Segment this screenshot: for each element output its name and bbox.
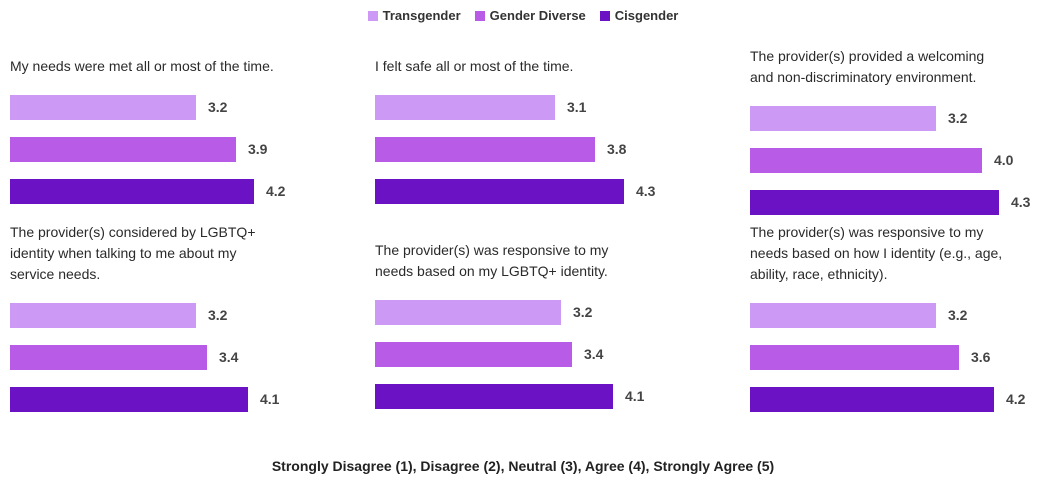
bar-transgender xyxy=(750,106,936,131)
bar-cisgender xyxy=(375,384,613,409)
legend-label-transgender: Transgender xyxy=(382,8,461,23)
bar-gender-diverse xyxy=(750,345,959,370)
value-label: 4.3 xyxy=(1011,194,1031,210)
legend-swatch-cisgender xyxy=(599,10,610,21)
bar-transgender xyxy=(10,95,196,120)
value-label: 3.6 xyxy=(971,349,991,365)
legend-item-gender-diverse: Gender Diverse xyxy=(474,8,586,23)
value-label: 3.2 xyxy=(573,304,593,320)
value-label: 4.3 xyxy=(636,183,656,199)
value-label: 3.2 xyxy=(208,307,228,323)
chart-panel: The provider(s) was responsive to my nee… xyxy=(750,222,1046,422)
value-label: 4.2 xyxy=(1006,391,1026,407)
bar-gender-diverse xyxy=(375,137,595,162)
bar-cisgender xyxy=(10,179,254,204)
legend-label-cisgender: Cisgender xyxy=(614,8,679,23)
bar-transgender xyxy=(10,303,196,328)
bar-gender-diverse xyxy=(750,148,982,173)
value-label: 3.8 xyxy=(607,141,627,157)
panel-title: My needs were met all or most of the tim… xyxy=(10,58,274,74)
panel-title: The provider(s) was responsive to my nee… xyxy=(750,224,1003,282)
value-label: 3.2 xyxy=(948,110,968,126)
value-label: 4.1 xyxy=(625,388,645,404)
value-label: 3.4 xyxy=(584,346,604,362)
value-label: 4.1 xyxy=(260,391,280,407)
bar-transgender xyxy=(375,95,555,120)
chart-panel: The provider(s) considered by LGBTQ+ ide… xyxy=(10,222,310,422)
chart-panel: I felt safe all or most of the time. 3.1 3… xyxy=(375,56,675,256)
value-label: 3.4 xyxy=(219,349,239,365)
bar-cisgender xyxy=(750,387,994,412)
value-label: 3.1 xyxy=(567,99,587,115)
panel-title: The provider(s) provided a welcoming and… xyxy=(750,48,985,85)
value-label: 3.2 xyxy=(948,307,968,323)
chart-panel: The provider(s) provided a welcoming and… xyxy=(750,46,1046,246)
bar-transgender xyxy=(375,300,561,325)
bar-gender-diverse xyxy=(375,342,572,367)
bar-gender-diverse xyxy=(10,345,207,370)
value-label: 4.0 xyxy=(994,152,1014,168)
chart-panel: The provider(s) was responsive to my nee… xyxy=(375,240,675,440)
bar-cisgender xyxy=(750,190,999,215)
legend-swatch-gender-diverse xyxy=(474,10,485,21)
bar-transgender xyxy=(750,303,936,328)
bar-cisgender xyxy=(10,387,248,412)
value-label: 4.2 xyxy=(266,183,286,199)
chart-legend: Transgender Gender Diverse Cisgender xyxy=(0,8,1046,23)
legend-label-gender-diverse: Gender Diverse xyxy=(489,8,586,23)
panel-title: The provider(s) was responsive to my nee… xyxy=(375,242,609,279)
value-label: 3.2 xyxy=(208,99,228,115)
legend-swatch-transgender xyxy=(367,10,378,21)
panel-title: The provider(s) considered by LGBTQ+ ide… xyxy=(10,224,256,282)
chart-panel: My needs were met all or most of the tim… xyxy=(10,56,310,256)
value-label: 3.9 xyxy=(248,141,268,157)
legend-item-transgender: Transgender xyxy=(367,8,461,23)
scale-footnote: Strongly Disagree (1), Disagree (2), Neu… xyxy=(271,458,775,474)
panel-title: I felt safe all or most of the time. xyxy=(375,58,574,74)
bar-cisgender xyxy=(375,179,624,204)
legend-item-cisgender: Cisgender xyxy=(599,8,679,23)
bar-gender-diverse xyxy=(10,137,236,162)
